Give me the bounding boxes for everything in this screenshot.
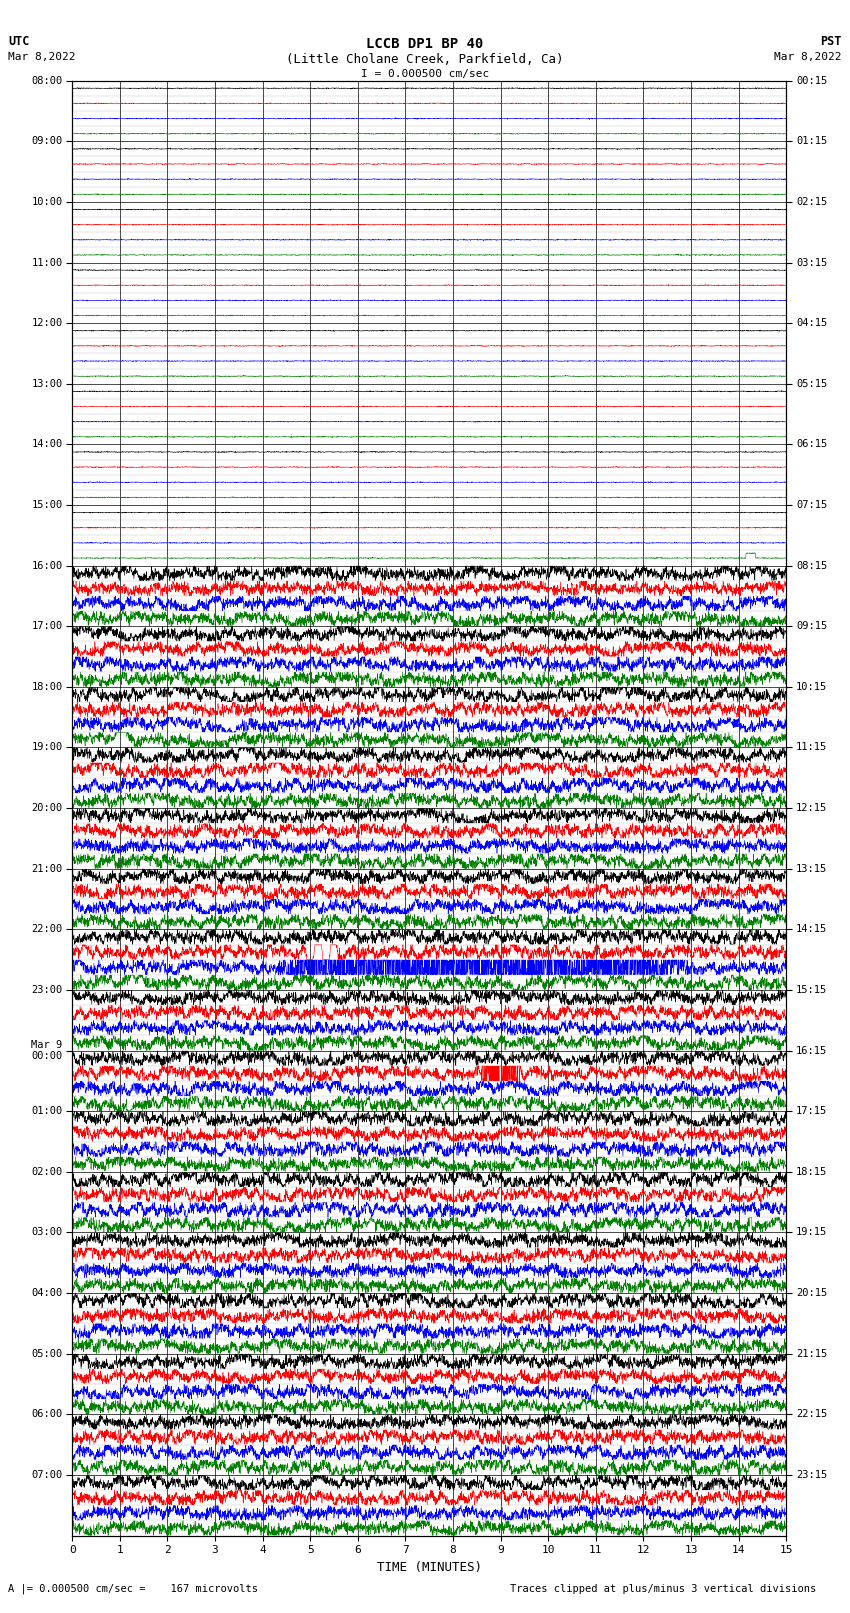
Text: Traces clipped at plus/minus 3 vertical divisions: Traces clipped at plus/minus 3 vertical … [510,1584,816,1594]
Text: I = 0.000500 cm/sec: I = 0.000500 cm/sec [361,69,489,79]
Text: Mar 8,2022: Mar 8,2022 [774,52,842,61]
Text: PST: PST [820,35,842,48]
Text: (Little Cholane Creek, Parkfield, Ca): (Little Cholane Creek, Parkfield, Ca) [286,53,564,66]
Text: LCCB DP1 BP 40: LCCB DP1 BP 40 [366,37,484,52]
Text: UTC: UTC [8,35,30,48]
Text: A |= 0.000500 cm/sec =    167 microvolts: A |= 0.000500 cm/sec = 167 microvolts [8,1582,258,1594]
X-axis label: TIME (MINUTES): TIME (MINUTES) [377,1561,482,1574]
Text: Mar 8,2022: Mar 8,2022 [8,52,76,61]
